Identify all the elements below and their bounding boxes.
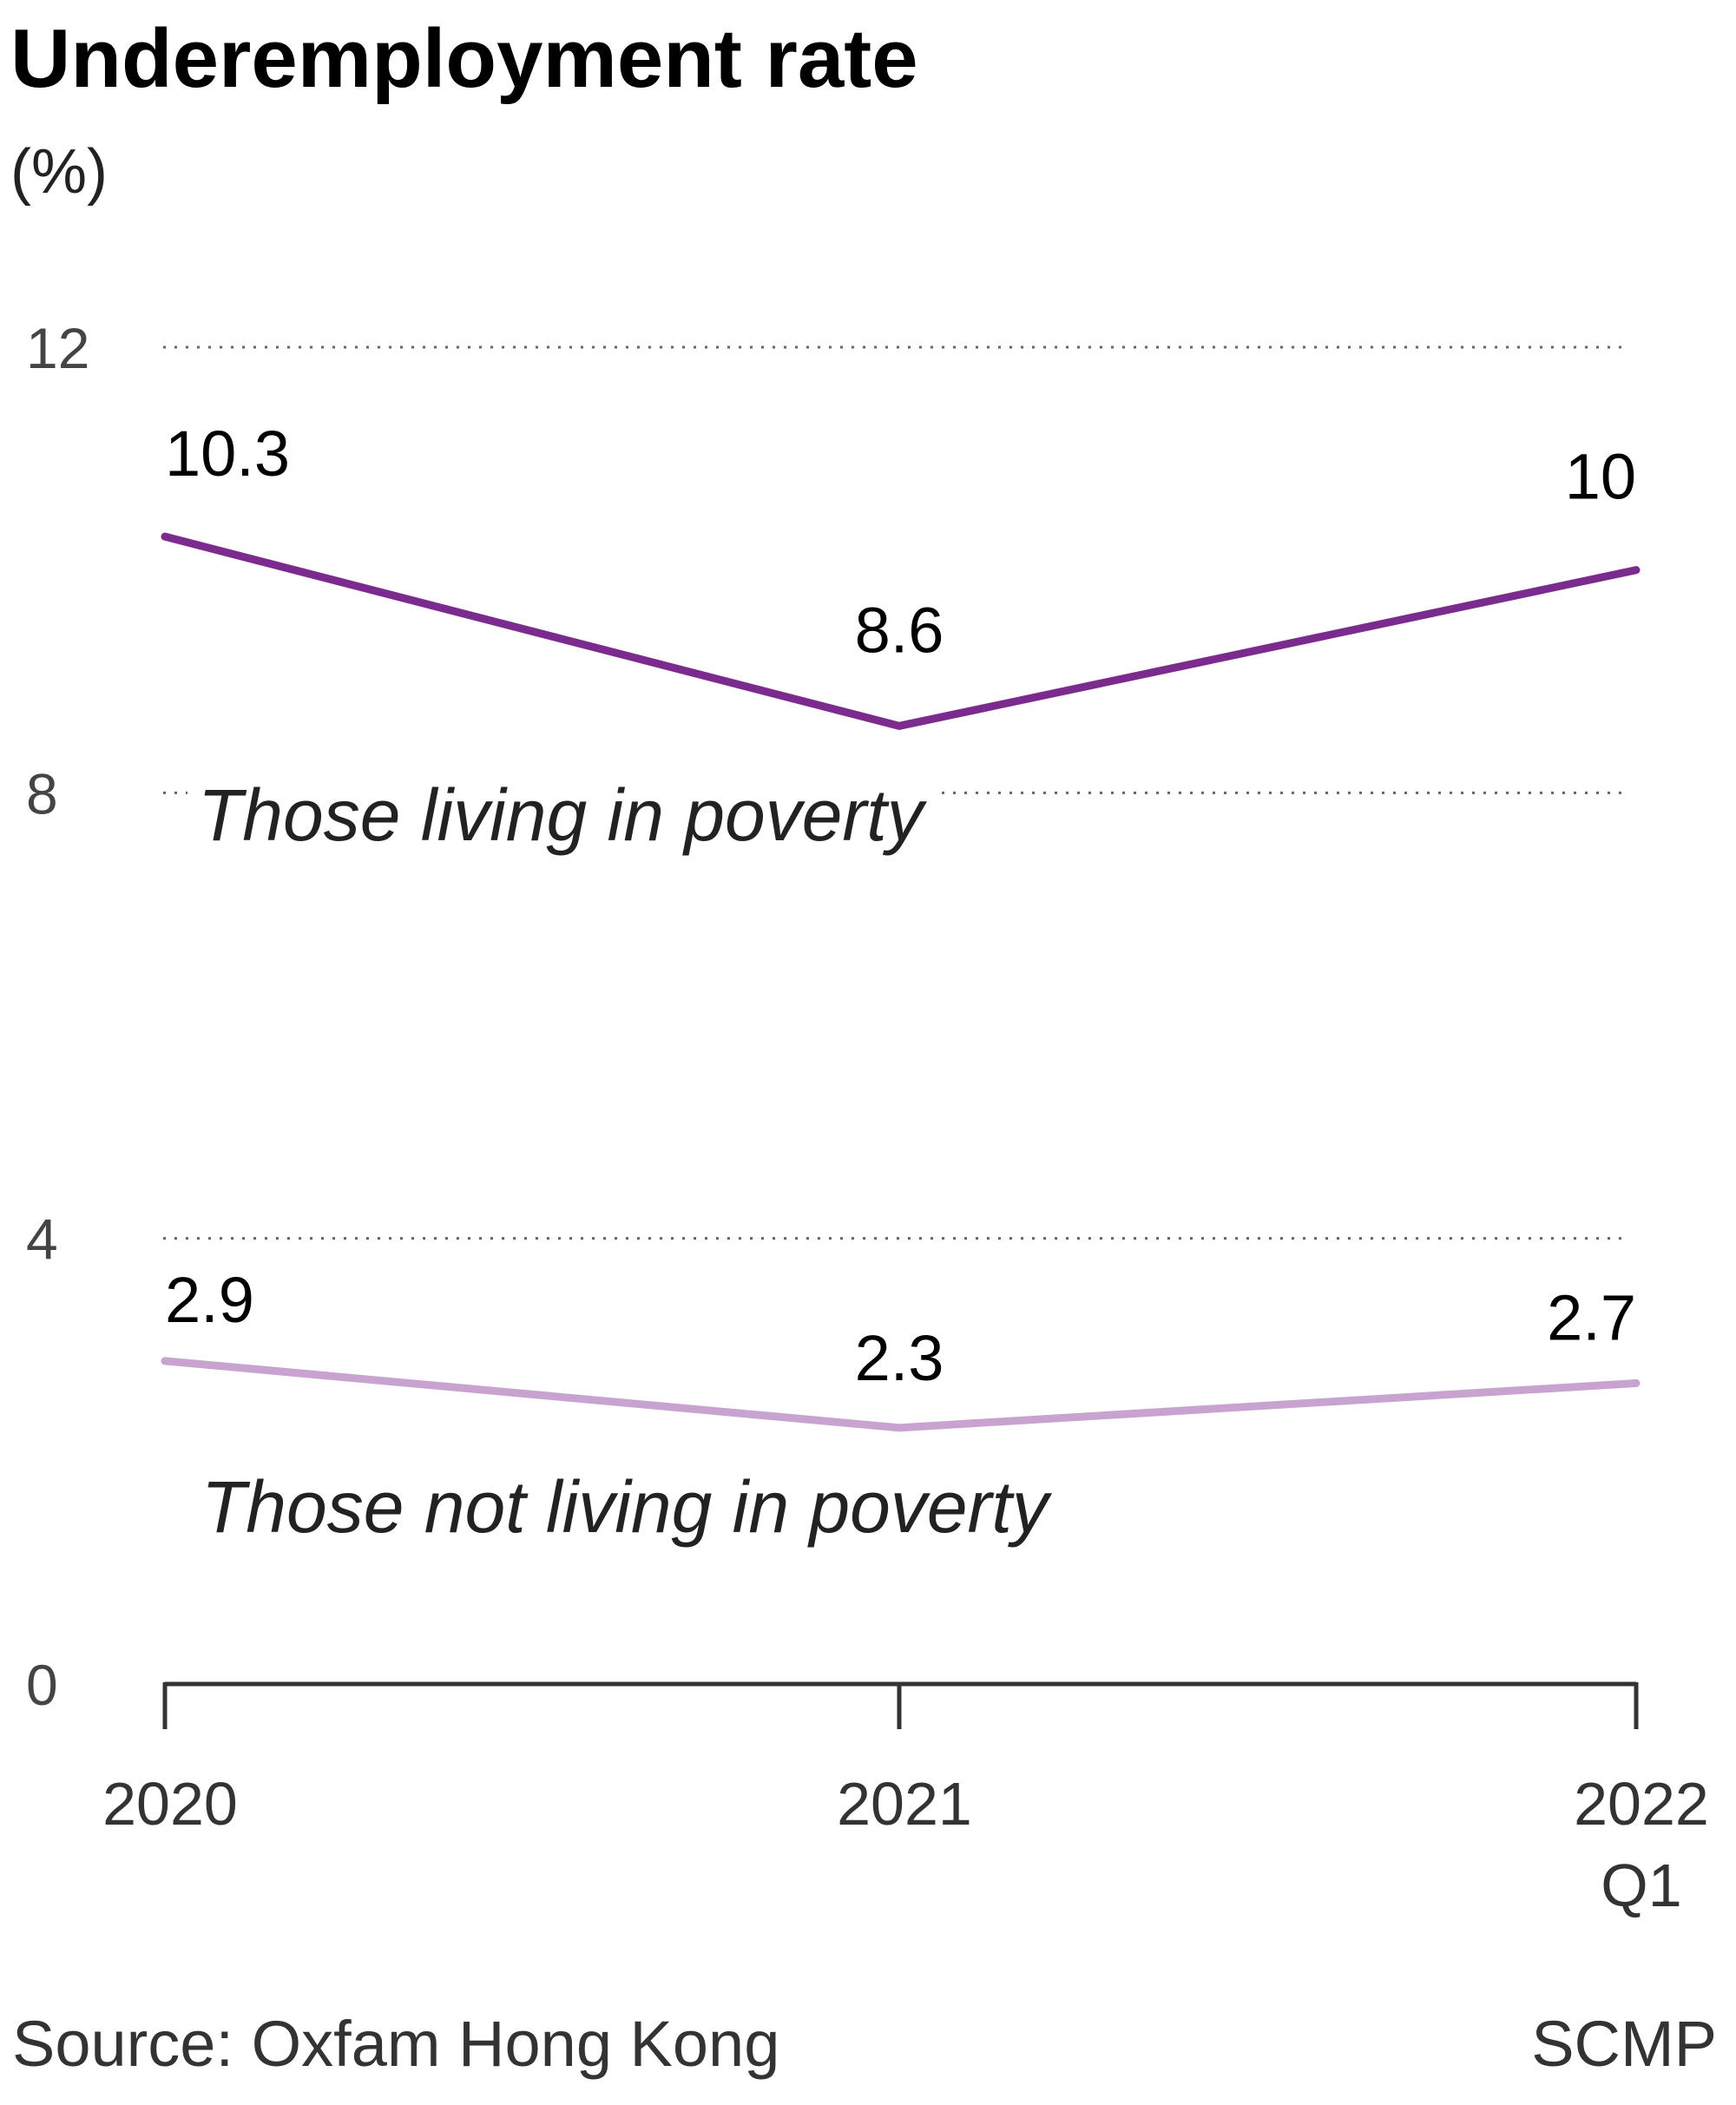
series-line-2 bbox=[161, 1357, 1641, 1432]
y-tick-label: 12 bbox=[26, 316, 89, 380]
credit-label: SCMP bbox=[1531, 2008, 1717, 2080]
y-tick-label: 0 bbox=[26, 1653, 58, 1717]
data-label: 2.3 bbox=[855, 1322, 944, 1394]
data-labels: 10.3 8.6 10 2.9 2.3 2.7 bbox=[165, 418, 1636, 1394]
series-label-background bbox=[187, 774, 938, 856]
series-label: Those not living in poverty bbox=[201, 1466, 1053, 1548]
chart-title: Underemployment rate bbox=[10, 12, 918, 105]
series-line-1 bbox=[161, 532, 1641, 730]
series-labels: Those living in poverty Those not living … bbox=[187, 774, 1053, 1548]
data-label: 2.7 bbox=[1547, 1282, 1636, 1354]
y-axis-ticks: 0 4 8 12 bbox=[26, 316, 89, 1717]
y-axis-unit: (%) bbox=[10, 137, 108, 207]
x-tick-label: 2022 Q1 bbox=[1574, 1770, 1709, 1919]
data-label: 10.3 bbox=[165, 418, 290, 490]
data-label: 2.9 bbox=[165, 1264, 254, 1336]
x-tick-label: 2021 bbox=[837, 1770, 972, 1838]
data-label: 8.6 bbox=[855, 594, 944, 666]
y-tick-label: 4 bbox=[26, 1207, 58, 1272]
x-tick-label: 2020 bbox=[102, 1770, 238, 1838]
gridlines bbox=[163, 345, 1628, 1240]
data-label: 10 bbox=[1565, 441, 1636, 513]
series-label: Those living in poverty bbox=[198, 774, 928, 856]
x-axis: 2020 2021 2022 Q1 bbox=[102, 1681, 1709, 1919]
source-note: Source: Oxfam Hong Kong bbox=[12, 2008, 779, 2080]
y-tick-label: 8 bbox=[26, 761, 58, 826]
series-lines bbox=[161, 532, 1641, 1432]
